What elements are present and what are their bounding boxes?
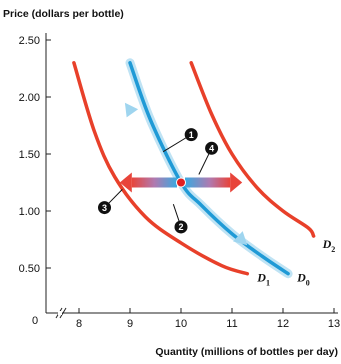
marker-circle-2 bbox=[174, 220, 188, 234]
marker-circle-1 bbox=[184, 128, 198, 142]
x-tick-label: 8 bbox=[76, 318, 82, 330]
increase-demand-shaft bbox=[185, 177, 231, 188]
marker-number-1: 1 bbox=[189, 130, 194, 140]
curve-label-d2: D2 bbox=[322, 237, 336, 254]
equilibrium-point bbox=[176, 177, 186, 188]
x-tick-label: 9 bbox=[127, 318, 133, 330]
marker-number-4: 4 bbox=[209, 144, 214, 154]
x-tick-label: 12 bbox=[277, 318, 289, 330]
demand-curve-d2 bbox=[189, 61, 316, 238]
demand-curve-d0-halo bbox=[125, 58, 293, 279]
arrow-up-along-curve bbox=[124, 102, 139, 118]
curve-label-d1: D1 bbox=[256, 271, 270, 288]
demand-curve-d1 bbox=[72, 61, 250, 276]
decrease-demand-head bbox=[119, 172, 132, 193]
decrease-demand-shaft bbox=[131, 177, 177, 188]
y-tick-label: 2.00 bbox=[19, 92, 40, 104]
demand-curve-d0 bbox=[128, 61, 290, 276]
marker-circle-4 bbox=[205, 141, 219, 155]
arrow-down-along-curve bbox=[233, 231, 248, 246]
y-tick-label: 0.50 bbox=[19, 263, 40, 275]
y-tick-label: 1.00 bbox=[19, 206, 40, 218]
x-tick-label: 10 bbox=[175, 318, 187, 330]
marker-circle-3 bbox=[98, 201, 111, 215]
curve-label-d0: D0 bbox=[296, 271, 310, 288]
marker-number-2: 2 bbox=[178, 222, 183, 232]
x-tick-label: 13 bbox=[328, 318, 340, 330]
origin-label: 0 bbox=[32, 315, 38, 327]
y-tick-label: 1.50 bbox=[19, 149, 40, 161]
increase-demand-head bbox=[230, 172, 243, 193]
x-tick-label: 11 bbox=[226, 318, 237, 330]
y-tick-label: 2.50 bbox=[19, 35, 40, 47]
y-axis-title: Price (dollars per bottle) bbox=[3, 8, 124, 20]
x-axis-title: Quantity (millions of bottles per day) bbox=[155, 346, 338, 358]
marker-number-3: 3 bbox=[102, 203, 107, 213]
axis-break bbox=[55, 307, 67, 319]
